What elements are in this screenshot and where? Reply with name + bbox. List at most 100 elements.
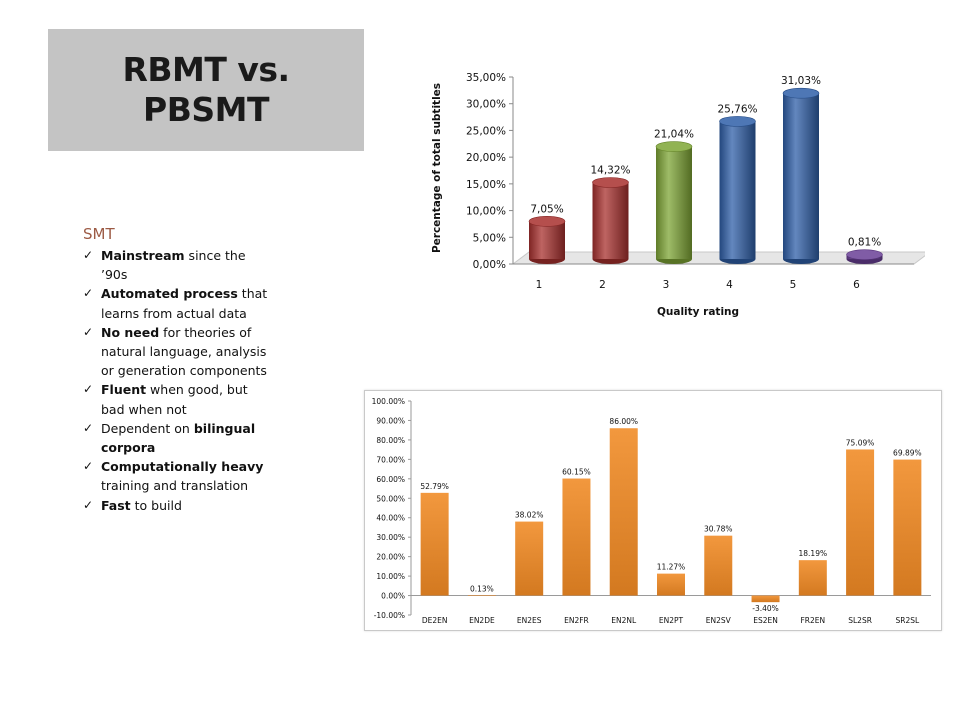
data-label: 14,32% [590,164,630,176]
x-tick-label: EN2ES [517,616,542,625]
list-item-bold: Fast [101,497,131,513]
list-item: ✓ Fluent when good, but bad when not [83,380,268,418]
data-label: 30.78% [704,525,733,534]
list-item-bold: No need [101,324,160,340]
data-label: 18.19% [799,549,828,558]
bar [515,521,544,596]
bar [562,478,591,596]
bar [657,573,685,596]
y-tick-label: 80.00% [376,436,405,445]
list-item-text: for theories of natural language, analys… [101,324,267,379]
check-icon: ✓ [83,382,94,397]
y-tick-label: 15,00% [466,179,506,191]
y-axis-title: Percentage of total subtitles [431,83,443,253]
slide-title-line1: RBMT vs. [122,50,290,89]
check-icon: ✓ [83,459,94,474]
list-item: ✓ Automated process that learns from actu… [83,284,268,322]
check-icon: ✓ [83,248,94,262]
x-tick-label: 4 [726,279,733,291]
quality-rating-chart: 0,00% 5,00% 10,00% 15,00% 20,00% 25,00% 30,00%… [431,72,925,318]
check-icon: ✓ [83,286,94,301]
language-pair-chart-frame: -10.00% 0.00% 10.00% 20.00% 30.00% 40.00% 50.0… [364,390,942,631]
list-item-text: training and translation [101,478,249,494]
smt-list: ✓ Mainstream since the ’90s ✓ Automated pr… [83,246,268,515]
bar [893,459,922,596]
x-tick-label: ES2EN [753,616,778,625]
data-label: 38.02% [515,511,544,520]
data-label: 0,81% [848,237,881,249]
check-icon: ✓ [83,497,94,512]
bar [467,595,496,596]
data-label: 0.13% [470,584,494,593]
y-tick-label: -10.00% [374,611,405,620]
y-tick-label: 20,00% [466,152,506,164]
list-item-text: when good, but bad when not [101,382,248,417]
bar [798,560,827,596]
y-tick-label: 40.00% [376,514,405,523]
list-item-text: since the ’90s [101,248,246,283]
x-tick-label: 2 [599,279,606,291]
bar-top [528,216,566,227]
y-tick-label: 30.00% [376,533,405,542]
language-pair-chart: -10.00% 0.00% 10.00% 20.00% 30.00% 40.00% 50.0… [372,397,931,625]
y-tick-label: 5,00% [473,232,506,244]
bar [609,428,638,596]
bar-top [592,177,629,188]
y-tick-label: 10,00% [466,206,506,218]
bar [783,93,819,259]
list-item: ✓ Computationally heavy training and tran… [83,457,268,495]
x-tick-label: EN2FR [564,616,589,625]
x-tick-label: 1 [536,279,543,291]
list-item-bold: bilingual corpora [101,420,256,456]
x-tick-label: SR2SL [896,616,921,625]
y-tick-label: 90.00% [376,416,405,425]
data-label: 31,03% [781,75,821,87]
list-item-bold: Mainstream [101,248,185,263]
smt-panel: SMT ✓ Mainstream since the ’90s ✓ Automate… [83,225,268,515]
x-tick-label: FR2EN [800,616,825,625]
y-tick-label: 10.00% [376,572,405,581]
y-tick-label: 30,00% [466,99,506,111]
data-label: -3.40% [752,604,779,613]
list-item: ✓ Fast to build [83,496,268,515]
data-label: 86.00% [609,417,638,426]
bar-top [719,116,756,127]
y-tick-label: 50.00% [376,494,405,503]
x-tick-label: 6 [853,279,860,291]
y-tick-label: 20.00% [376,553,405,562]
list-item-text: to build [130,497,182,513]
slide-title-line2: PBSMT [143,90,269,129]
bar-top [782,87,820,99]
check-icon: ✓ [83,324,94,339]
y-tick-label: 0.00% [381,592,405,601]
data-label: 52.79% [420,482,449,491]
x-tick-label: EN2NL [611,616,637,625]
x-tick-label: SL2SR [848,616,872,625]
slide-title-box: RBMT vs. PBSMT [48,29,364,151]
bar [751,595,780,603]
list-item: ✓ Dependent on bilingual corpora [83,419,268,457]
bar [420,492,449,596]
list-item: ✓ No need for theories of natural languag… [83,323,268,381]
list-item-bold: Automated process [101,286,238,302]
list-item: ✓ Mainstream since the ’90s [83,246,268,284]
y-tick-label: 35,00% [466,72,506,84]
x-tick-label: DE2EN [422,616,448,625]
x-tick-label: EN2DE [469,616,495,625]
check-icon: ✓ [83,420,94,435]
bar [656,146,692,259]
list-item-bold: Fluent [101,382,147,398]
y-tick-label: 100.00% [372,397,405,406]
x-tick-label: 5 [790,279,797,291]
bar [719,121,756,259]
bar-top [655,141,693,152]
data-label: 7,05% [530,203,563,215]
x-tick-label: 3 [663,279,670,291]
x-axis-title: Quality rating [657,306,739,318]
data-label: 11.27% [657,563,686,572]
bar-top [846,249,883,260]
y-tick-label: 60.00% [376,475,405,484]
bar [529,221,565,259]
data-label: 25,76% [717,103,757,115]
bar [592,182,629,259]
